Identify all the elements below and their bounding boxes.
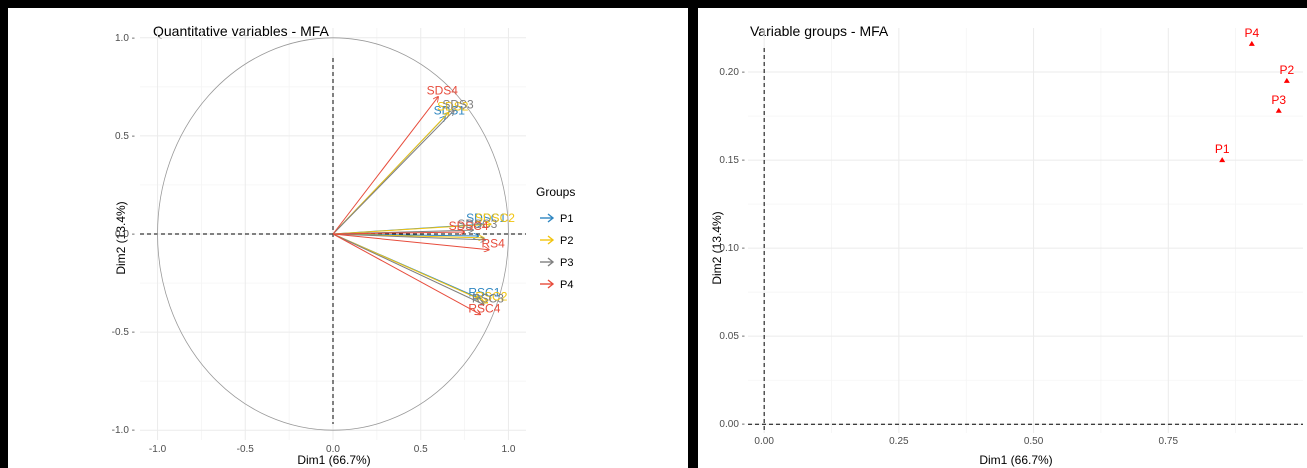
group-point — [1283, 77, 1290, 83]
legend-entry: P1 — [540, 213, 573, 225]
x-axis-label: Dim1 (66.7%) — [297, 453, 370, 467]
chart-title: Quantitative variables - MFA — [153, 23, 330, 39]
y-tick-label: 0.20 - — [719, 67, 745, 78]
legend-key-arrowhead — [547, 213, 555, 223]
legend-key-arrowhead — [547, 257, 555, 267]
variable-groups-chart: Variable groups - MFA Dim1 (66.7%) Dim2 … — [710, 23, 1303, 467]
y-tick-label: 0.5 - — [115, 131, 135, 142]
group-label: P3 — [1271, 93, 1286, 107]
variable-label: SDS3 — [442, 97, 474, 111]
variable-arrow — [332, 233, 484, 305]
y-tick-label: 1.0 - — [115, 33, 135, 44]
x-tick-label: -0.5 — [237, 444, 255, 455]
y-tick-label: -0.5 - — [112, 327, 135, 338]
chart-title: Variable groups - MFA — [750, 23, 889, 39]
correlation-circle-chart: Quantitative variables - MFA Dim1 (66.7%… — [112, 23, 576, 467]
legend: Groups P1 P2 P3 P4 — [536, 185, 575, 291]
x-tick-label: 0.0 — [326, 444, 340, 455]
x-tick-label: 0.75 — [1159, 436, 1179, 447]
y-tick-label: 0.05 - — [719, 331, 745, 342]
variable-label: SDS2 — [437, 99, 469, 113]
variable-arrow — [332, 110, 454, 235]
x-tick-label: -1.0 — [149, 444, 167, 455]
legend-title: Groups — [536, 185, 575, 199]
legend-entry: P4 — [540, 279, 573, 291]
group-point — [1248, 40, 1255, 46]
legend-label: P4 — [560, 279, 573, 291]
legend-key-arrowhead — [547, 279, 555, 289]
legend-entry: P2 — [540, 235, 573, 247]
legend-label: P2 — [560, 235, 573, 247]
y-axis-label: Dim2 (13.4%) — [114, 201, 128, 274]
axis-ticks: -1.0 -0.5 0.0 0.5 1.0 -1.0 - -0.5 - 0.0 - 0.5 - 1… — [112, 33, 516, 455]
axis-ticks: 0.00 0.25 0.50 0.75 0.00 - 0.05 - 0.10 - 0.15 -… — [719, 67, 1178, 447]
group-point — [1275, 107, 1282, 113]
variable-label: SDSC3 — [457, 217, 497, 231]
y-tick-label: -1.0 - — [112, 425, 135, 436]
variable-arrow — [332, 232, 465, 234]
y-tick-label: 0.00 - — [719, 419, 745, 430]
y-tick-label: 0.0 - — [115, 229, 135, 240]
grid — [748, 28, 1303, 433]
group-point — [1219, 157, 1226, 163]
variable-label: RSC3 — [472, 292, 504, 306]
unit-circle — [157, 37, 509, 431]
x-tick-label: 0.50 — [1024, 436, 1044, 447]
group-label: P2 — [1279, 63, 1294, 77]
variable-label: SDS4 — [427, 84, 459, 98]
variable-groups-panel: Variable groups - MFA Dim1 (66.7%) Dim2 … — [698, 8, 1307, 468]
y-tick-label: 0.10 - — [719, 243, 745, 254]
variable-arrow — [332, 97, 438, 235]
group-label: P4 — [1244, 26, 1259, 40]
variable-arrow — [332, 233, 480, 314]
legend-label: P1 — [560, 213, 573, 225]
y-axis-label: Dim2 (13.4%) — [710, 211, 724, 284]
variable-arrow — [332, 233, 489, 250]
group-points: P1 P2 P3 P4 — [1215, 26, 1294, 163]
group-label: P1 — [1215, 142, 1230, 156]
legend-key-arrowhead — [547, 235, 555, 245]
x-tick-label: 0.00 — [754, 436, 774, 447]
x-tick-label: 0.25 — [889, 436, 909, 447]
y-tick-label: 0.15 - — [719, 155, 745, 166]
variable-label: SDSC1 — [466, 211, 506, 225]
variable-label: SDSC4 — [449, 219, 489, 233]
variable-arrow — [332, 224, 491, 235]
x-tick-label: 1.0 — [502, 444, 516, 455]
variable-label: RSC1 — [468, 286, 500, 300]
correlation-circle-panel: Quantitative variables - MFA Dim1 (66.7%… — [8, 8, 688, 468]
variable-label: SDSC2 — [475, 211, 515, 225]
x-tick-label: 0.5 — [414, 444, 428, 455]
legend-label: P3 — [560, 257, 573, 269]
variable-arrow — [332, 233, 486, 240]
variable-label: RSC4 — [468, 301, 500, 315]
legend-entry: P3 — [540, 257, 573, 269]
variable-arrows: SDS1SDSC1RSC1SDS2SDSC2RSC2SDS3SDSC3RSC3S… — [332, 84, 515, 315]
x-axis-label: Dim1 (66.7%) — [979, 453, 1052, 467]
variable-label: RS4 — [481, 237, 505, 251]
correlation-circle — [157, 37, 509, 431]
variable-arrow — [332, 233, 487, 303]
